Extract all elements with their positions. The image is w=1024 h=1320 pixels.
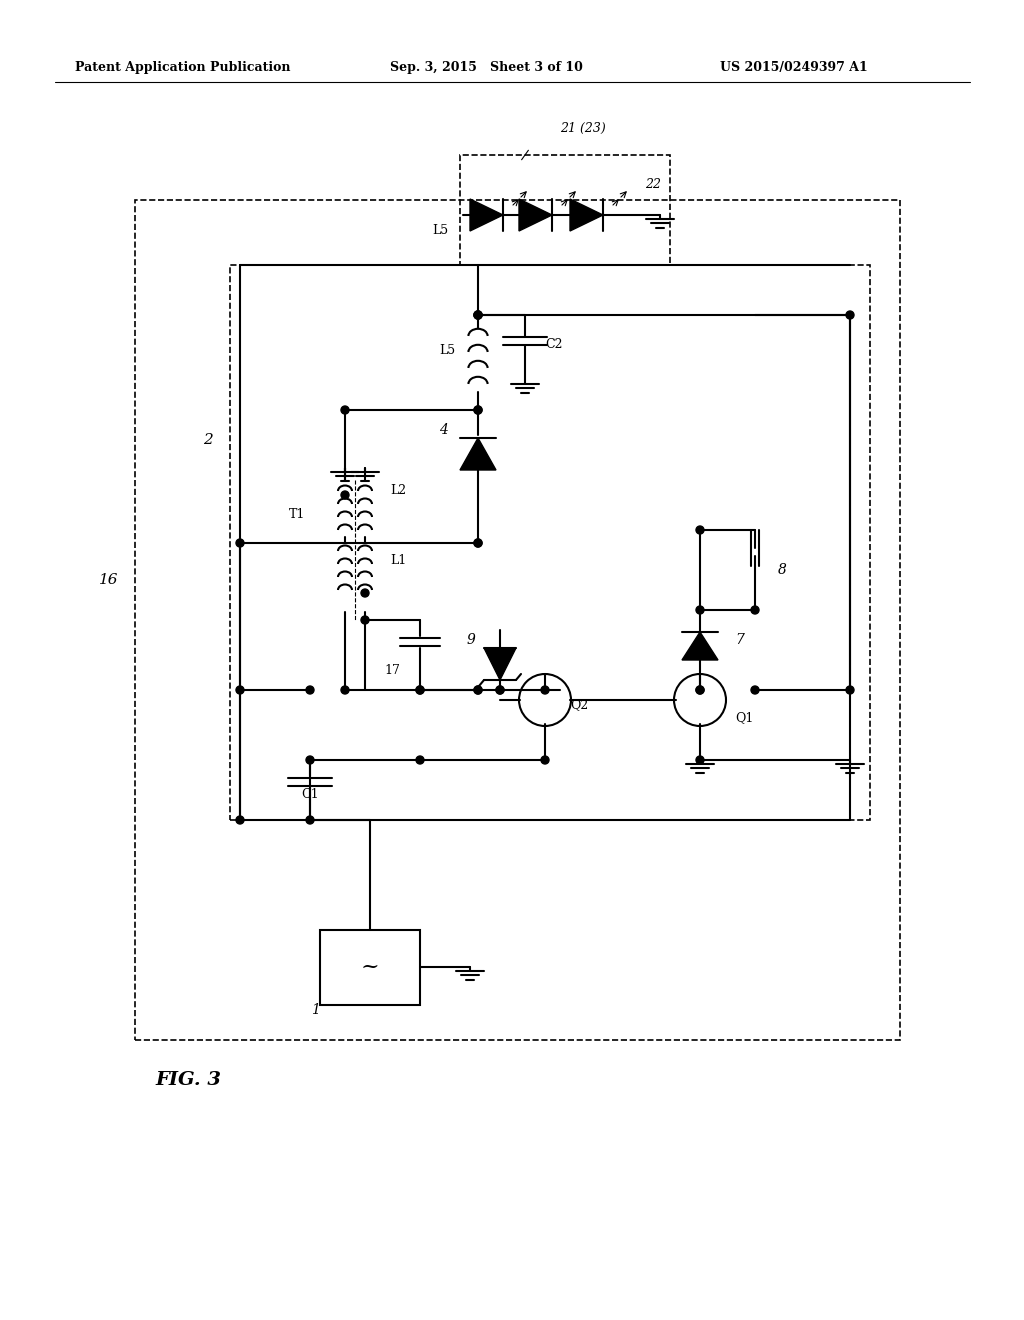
- Circle shape: [474, 686, 482, 694]
- Text: Q1: Q1: [735, 711, 754, 725]
- Circle shape: [474, 312, 482, 319]
- Bar: [230, 265, 870, 820]
- Circle shape: [696, 756, 705, 764]
- Circle shape: [306, 756, 314, 764]
- Circle shape: [846, 686, 854, 694]
- Circle shape: [496, 686, 504, 694]
- Polygon shape: [484, 648, 516, 680]
- Circle shape: [696, 525, 705, 535]
- Circle shape: [361, 589, 369, 597]
- Bar: [135, 201, 900, 1040]
- Text: 16: 16: [98, 573, 118, 587]
- Text: 22: 22: [645, 178, 662, 191]
- Circle shape: [751, 606, 759, 614]
- Circle shape: [696, 686, 705, 694]
- Text: US 2015/0249397 A1: US 2015/0249397 A1: [720, 62, 867, 74]
- Circle shape: [474, 539, 482, 546]
- Circle shape: [341, 491, 349, 499]
- Circle shape: [696, 686, 705, 694]
- Circle shape: [474, 407, 482, 414]
- Text: 21 (23): 21 (23): [560, 121, 606, 135]
- Polygon shape: [470, 199, 503, 231]
- Circle shape: [496, 686, 504, 694]
- Circle shape: [416, 756, 424, 764]
- Circle shape: [306, 686, 314, 694]
- Polygon shape: [570, 199, 603, 231]
- Circle shape: [474, 312, 482, 319]
- Text: Q2: Q2: [570, 698, 588, 711]
- Circle shape: [474, 407, 482, 414]
- Circle shape: [236, 816, 244, 824]
- Text: L2: L2: [390, 483, 407, 496]
- Circle shape: [306, 816, 314, 824]
- Circle shape: [474, 686, 482, 694]
- Circle shape: [696, 606, 705, 614]
- Text: Patent Application Publication: Patent Application Publication: [75, 62, 291, 74]
- Text: 1: 1: [311, 1003, 319, 1016]
- Circle shape: [474, 539, 482, 546]
- Text: T1: T1: [289, 508, 305, 521]
- Text: L5: L5: [432, 223, 449, 236]
- Text: C1: C1: [301, 788, 318, 801]
- Bar: [319, 931, 420, 1005]
- Text: 17: 17: [384, 664, 400, 676]
- Circle shape: [541, 686, 549, 694]
- Bar: [460, 154, 670, 265]
- Circle shape: [416, 686, 424, 694]
- Polygon shape: [519, 199, 552, 231]
- Text: 2: 2: [203, 433, 213, 447]
- Text: 7: 7: [735, 634, 743, 647]
- Circle shape: [341, 407, 349, 414]
- Circle shape: [236, 539, 244, 546]
- Polygon shape: [682, 632, 718, 660]
- Circle shape: [416, 686, 424, 694]
- Text: L1: L1: [390, 553, 407, 566]
- Circle shape: [341, 686, 349, 694]
- Text: C2: C2: [545, 338, 562, 351]
- Circle shape: [474, 312, 482, 319]
- Circle shape: [236, 686, 244, 694]
- Text: Sep. 3, 2015   Sheet 3 of 10: Sep. 3, 2015 Sheet 3 of 10: [390, 62, 583, 74]
- Text: 9: 9: [466, 634, 475, 647]
- Circle shape: [541, 756, 549, 764]
- Text: 8: 8: [778, 564, 786, 577]
- Circle shape: [846, 312, 854, 319]
- Text: ~: ~: [360, 956, 379, 978]
- Circle shape: [751, 686, 759, 694]
- Circle shape: [361, 616, 369, 624]
- Polygon shape: [460, 438, 496, 470]
- Text: FIG. 3: FIG. 3: [155, 1071, 221, 1089]
- Text: L5: L5: [439, 343, 455, 356]
- Text: 4: 4: [439, 422, 449, 437]
